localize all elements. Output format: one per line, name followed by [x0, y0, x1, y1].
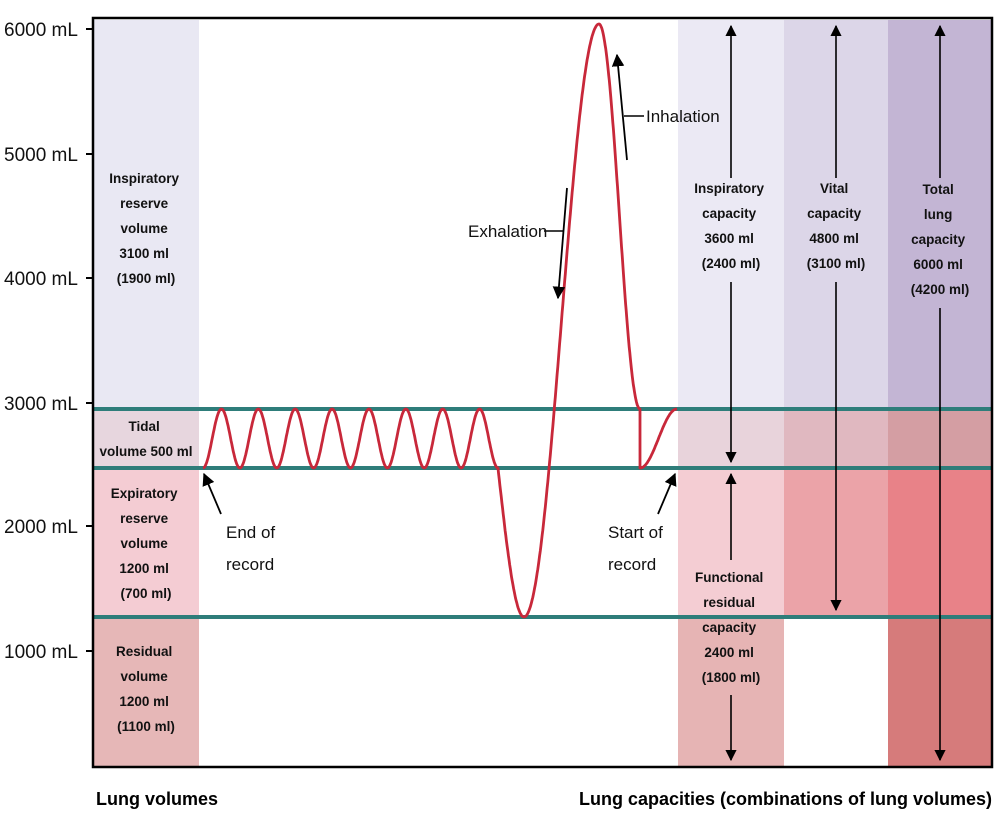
- y-tick-label: 6000 mL: [4, 20, 78, 41]
- tidal-volume-label: Tidal volume 500 ml: [99, 419, 192, 459]
- exhalation-label: Exhalation: [468, 222, 547, 241]
- start-of-record-arrow: [657, 472, 677, 515]
- tlc-label: Total lung capacity 6000 ml (4200 ml): [911, 182, 970, 297]
- plot-frame: [91, 16, 994, 769]
- lung-capacities-caption: Lung capacities (combinations of lung vo…: [579, 789, 992, 809]
- end-of-record-label: End of record: [226, 523, 280, 574]
- y-tick-label: 3000 mL: [4, 394, 78, 415]
- ic-label: Inspiratory capacity 3600 ml (2400 ml): [694, 181, 768, 271]
- tidal-band: [93, 409, 199, 468]
- rv-label: Residual volume 1200 ml (1100 ml): [116, 644, 176, 734]
- end-of-record-arrow: [202, 472, 222, 515]
- inhalation-label: Inhalation: [646, 107, 720, 126]
- inhalation-arrow: [611, 53, 628, 161]
- y-tick-label: 4000 mL: [4, 269, 78, 290]
- frc-label: Functional residual capacity 2400 ml (18…: [695, 570, 767, 685]
- y-tick-label: 2000 mL: [4, 517, 78, 538]
- start-of-record-label: Start of record: [608, 523, 668, 574]
- rv-band: [93, 617, 199, 766]
- y-tick-label: 1000 mL: [4, 642, 78, 663]
- spirometer-trace: [202, 22, 678, 619]
- y-axis: 6000 mL 5000 mL 4000 mL 3000 mL 2000 mL …: [4, 20, 93, 663]
- lung-volumes-caption: Lung volumes: [96, 789, 218, 809]
- irv-label: Inspiratory reserve volume 3100 ml (1900…: [109, 171, 183, 286]
- erv-band: [93, 468, 199, 617]
- irv-band: [93, 20, 199, 409]
- erv-label: Expiratory reserve volume 1200 ml (700 m…: [111, 486, 182, 601]
- vc-label: Vital capacity 4800 ml (3100 ml): [807, 181, 866, 271]
- exhalation-arrow: [552, 187, 568, 300]
- y-tick-label: 5000 mL: [4, 145, 78, 166]
